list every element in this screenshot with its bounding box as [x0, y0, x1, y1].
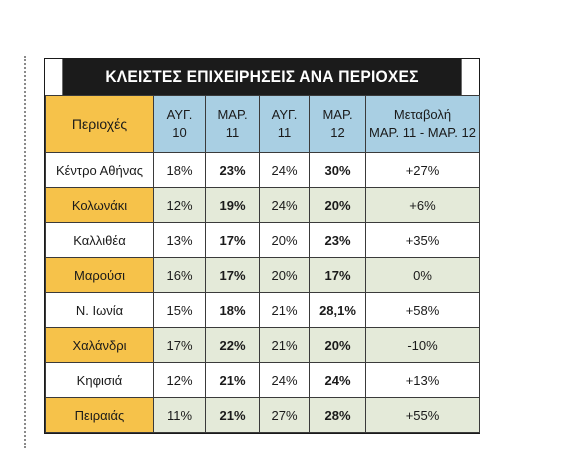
header-region: Περιοχές [45, 95, 154, 153]
mar11-cell: 19% [205, 187, 260, 223]
aug10-cell: 17% [153, 327, 206, 363]
header-aug10-month: ΑΥΓ. [166, 107, 193, 122]
aug11-cell: 21% [259, 327, 310, 363]
mar11-cell: 21% [205, 397, 260, 433]
header-change-period: ΜΑΡ. 11 - ΜΑΡ. 12 [369, 125, 476, 140]
dotted-column-rule [24, 56, 26, 448]
header-aug11-year: 11 [277, 125, 292, 140]
mar12-cell: 28% [309, 397, 366, 433]
closed-businesses-table-card: ΚΛΕΙΣΤΕΣ ΕΠΙΧΕΙΡΗΣΕΙΣ ΑΝΑ ΠΕΡΙΟΧΕΣ Περιο… [44, 58, 480, 434]
aug10-cell: 11% [153, 397, 206, 433]
mar11-cell: 18% [205, 292, 260, 328]
closed-businesses-table: Περιοχές ΑΥΓ. 10 ΜΑΡ. 11 ΑΥΓ. 11 ΜΑΡ. 12 [45, 95, 480, 433]
region-cell: Χαλάνδρι [45, 327, 154, 363]
table-row: Χαλάνδρι 17% 22% 21% 20% -10% [45, 327, 480, 363]
header-mar11-year: 11 [225, 125, 240, 140]
table-row: Ν. Ιωνία 15% 18% 21% 28,1% +58% [45, 292, 480, 328]
region-cell: Κέντρο Αθήνας [45, 152, 154, 188]
change-cell: +6% [365, 187, 480, 223]
region-cell: Καλλιθέα [45, 222, 154, 258]
region-cell: Μαρούσι [45, 257, 154, 293]
header-aug11: ΑΥΓ. 11 [259, 95, 310, 153]
region-cell: Πειραιάς [45, 397, 154, 433]
aug11-cell: 24% [259, 187, 310, 223]
mar11-cell: 23% [205, 152, 260, 188]
change-cell: -10% [365, 327, 480, 363]
change-cell: +58% [365, 292, 480, 328]
header-change-label: Μεταβολή [393, 107, 452, 122]
header-aug10-year: 10 [172, 125, 187, 140]
header-mar11: ΜΑΡ. 11 [205, 95, 260, 153]
mar12-cell: 20% [309, 187, 366, 223]
table-row: Κηφισιά 12% 21% 24% 24% +13% [45, 362, 480, 398]
mar12-cell: 17% [309, 257, 366, 293]
mar12-cell: 30% [309, 152, 366, 188]
mar12-cell: 20% [309, 327, 366, 363]
aug11-cell: 24% [259, 362, 310, 398]
mar12-cell: 28,1% [309, 292, 366, 328]
mar11-cell: 21% [205, 362, 260, 398]
header-mar11-month: ΜΑΡ. [217, 107, 248, 122]
region-cell: Κηφισιά [45, 362, 154, 398]
table-row: Καλλιθέα 13% 17% 20% 23% +35% [45, 222, 480, 258]
mar11-cell: 22% [205, 327, 260, 363]
table-row: Κέντρο Αθήνας 18% 23% 24% 30% +27% [45, 152, 480, 188]
aug10-cell: 12% [153, 362, 206, 398]
header-mar12-year: 12 [330, 125, 345, 140]
aug10-cell: 16% [153, 257, 206, 293]
mar11-cell: 17% [205, 257, 260, 293]
header-aug11-month: ΑΥΓ. [271, 107, 298, 122]
region-cell: Κολωνάκι [45, 187, 154, 223]
aug11-cell: 20% [259, 257, 310, 293]
table-header-row: Περιοχές ΑΥΓ. 10 ΜΑΡ. 11 ΑΥΓ. 11 ΜΑΡ. 12 [45, 95, 480, 153]
header-region-label: Περιοχές [71, 116, 128, 132]
table-row: Κολωνάκι 12% 19% 24% 20% +6% [45, 187, 480, 223]
change-cell: +13% [365, 362, 480, 398]
mar12-cell: 23% [309, 222, 366, 258]
aug11-cell: 20% [259, 222, 310, 258]
table-title: ΚΛΕΙΣΤΕΣ ΕΠΙΧΕΙΡΗΣΕΙΣ ΑΝΑ ΠΕΡΙΟΧΕΣ [62, 59, 462, 95]
aug10-cell: 12% [153, 187, 206, 223]
change-cell: 0% [365, 257, 480, 293]
aug11-cell: 27% [259, 397, 310, 433]
aug10-cell: 13% [153, 222, 206, 258]
mar12-cell: 24% [309, 362, 366, 398]
aug11-cell: 24% [259, 152, 310, 188]
region-cell: Ν. Ιωνία [45, 292, 154, 328]
header-mar12-month: ΜΑΡ. [322, 107, 353, 122]
aug11-cell: 21% [259, 292, 310, 328]
change-cell: +35% [365, 222, 480, 258]
aug10-cell: 15% [153, 292, 206, 328]
change-cell: +27% [365, 152, 480, 188]
header-change: Μεταβολή ΜΑΡ. 11 - ΜΑΡ. 12 [365, 95, 480, 153]
table-row: Μαρούσι 16% 17% 20% 17% 0% [45, 257, 480, 293]
aug10-cell: 18% [153, 152, 206, 188]
header-aug10: ΑΥΓ. 10 [153, 95, 206, 153]
mar11-cell: 17% [205, 222, 260, 258]
header-mar12: ΜΑΡ. 12 [309, 95, 366, 153]
change-cell: +55% [365, 397, 480, 433]
table-row: Πειραιάς 11% 21% 27% 28% +55% [45, 397, 480, 433]
